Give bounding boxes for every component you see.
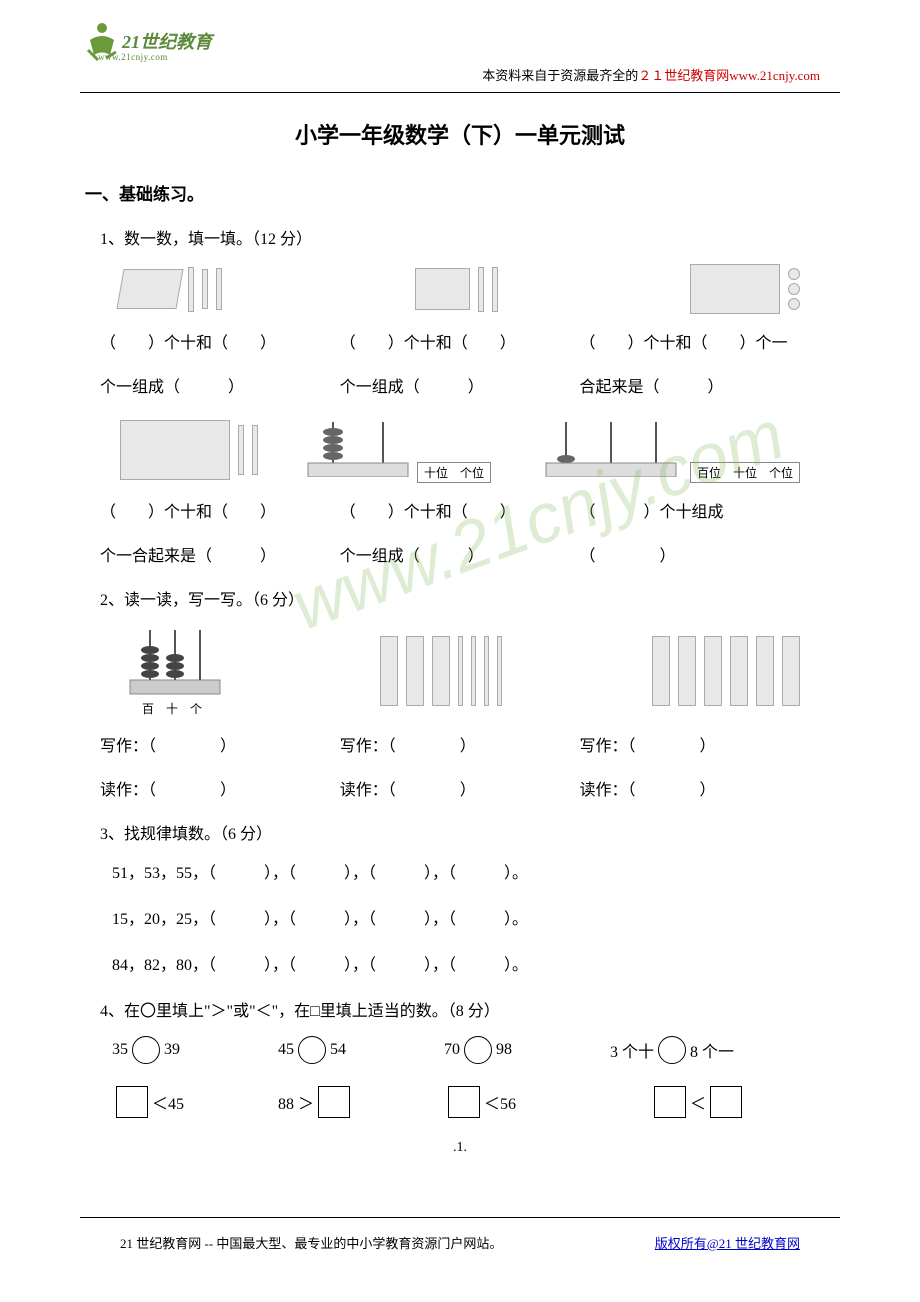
q1-text-row-3: （ ）个十和（ ） （ ）个十和（ ） （ ）个十组成 xyxy=(100,498,820,522)
square-blank xyxy=(448,1086,480,1118)
content: 小学一年级数学（下）一单元测试 一、基础练习。 1、数一数，填一填。（12 分）… xyxy=(0,93,920,1156)
q4-r1-p4a: 3 个十 xyxy=(610,1038,654,1062)
q1-img-1b xyxy=(415,264,498,314)
footer-link[interactable]: 版权所有@21 世纪教育网 xyxy=(655,1233,800,1252)
q2-img-c xyxy=(652,625,800,717)
q2-img-a: 百 十 个 xyxy=(120,625,230,717)
q1-img-row-2: 十位 个位 百位 十位 个位 xyxy=(100,417,820,483)
q4-row-2: ＜45 88 ＞ ＜56 ＜ xyxy=(100,1086,820,1118)
q2-read-a: 读作：（ ） xyxy=(100,776,340,800)
circle-blank xyxy=(132,1036,160,1064)
q1-text-row-2: 个一组成（ ） 个一组成（ ） 合起来是（ ） xyxy=(100,373,820,397)
abacus-label-1: 十位 个位 xyxy=(417,462,491,483)
square-blank xyxy=(116,1086,148,1118)
q2-read-row: 读作：（ ） 读作：（ ） 读作：（ ） xyxy=(100,776,820,800)
q4-r1-p2b: 54 xyxy=(330,1041,346,1059)
q4-r2-p4mid: ＜ xyxy=(690,1090,706,1114)
q1-r4-b: 个一组成（ ） xyxy=(340,542,580,566)
q2-img-b xyxy=(380,625,502,717)
source-brand: ２１世纪教育网 xyxy=(638,68,729,83)
q2-read-c: 读作：（ ） xyxy=(580,776,820,800)
q4-r2-p1: ＜45 xyxy=(152,1090,184,1114)
q1-prompt: 1、数一数，填一填。（12 分） xyxy=(100,225,820,249)
q2-write-c: 写作：（ ） xyxy=(580,732,820,756)
abacus-label-2: 百位 十位 个位 xyxy=(690,462,800,483)
q1-r4-a: 个一合起来是（ ） xyxy=(100,542,340,566)
q1-r3-a: （ ）个十和（ ） xyxy=(100,498,340,522)
q1-img-2b: 十位 个位 xyxy=(303,417,491,483)
q4-prompt: 4、在〇里填上"＞"或"＜"，在□里填上适当的数。（8 分） xyxy=(100,997,820,1021)
q2-read-b: 读作：（ ） xyxy=(340,776,580,800)
square-blank xyxy=(710,1086,742,1118)
q1-img-2c: 百位 十位 个位 xyxy=(536,417,800,483)
abacus-icon-2 xyxy=(536,417,686,477)
q1-r2-c: 合起来是（ ） xyxy=(580,373,820,397)
q4-r1-p1b: 39 xyxy=(164,1041,180,1059)
q2-write-row: 写作：（ ） 写作：（ ） 写作：（ ） xyxy=(100,732,820,756)
circle-blank xyxy=(658,1036,686,1064)
q4-r1-p4b: 8 个一 xyxy=(690,1038,734,1062)
logo-brand: 21世纪教育 xyxy=(122,28,212,54)
page-title: 小学一年级数学（下）一单元测试 xyxy=(100,118,820,150)
q4-r2-p2a: 88 ＞ xyxy=(278,1090,314,1114)
divider-bottom xyxy=(80,1217,840,1218)
q1-r2-a: 个一组成（ ） xyxy=(100,373,340,397)
section-heading: 一、基础练习。 xyxy=(85,180,820,205)
q1-r1-b: （ ）个十和（ ） xyxy=(340,329,580,353)
q4-r1-p3a: 70 xyxy=(444,1041,460,1059)
source-prefix: 本资料来自于资源最齐全的 xyxy=(482,68,638,83)
q1-text-row-1: （ ）个十和（ ） （ ）个十和（ ） （ ）个十和（ ）个一 xyxy=(100,329,820,353)
q2-img-row: 百 十 个 xyxy=(100,625,820,717)
q4-r2-p3: ＜56 xyxy=(484,1090,516,1114)
footer-left: 21 世纪教育网 -- 中国最大型、最专业的中小学教育资源门户网站。 xyxy=(120,1233,502,1252)
q4-r1-p2a: 45 xyxy=(278,1041,294,1059)
source-site: www.21cnjy.com xyxy=(729,68,820,83)
circle-blank xyxy=(298,1036,326,1064)
q1-r3-b: （ ）个十和（ ） xyxy=(340,498,580,522)
q4-row-1: 35 39 45 54 70 98 3 个十 8 个一 xyxy=(100,1036,820,1064)
abacus-icon-3 xyxy=(120,625,230,695)
q3-line-1: 51，53，55，（ ），（ ），（ ），（ ）。 xyxy=(100,859,820,883)
abacus-label-3: 百 十 个 xyxy=(120,700,230,717)
square-blank xyxy=(654,1086,686,1118)
q3-line-3: 84，82，80，（ ），（ ），（ ），（ ）。 xyxy=(100,951,820,975)
q4-r1-p1a: 35 xyxy=(112,1041,128,1059)
q1-r3-c: （ ）个十组成 xyxy=(580,498,820,522)
q3-line-2: 15，20，25，（ ），（ ），（ ），（ ）。 xyxy=(100,905,820,929)
abacus-icon-1 xyxy=(303,417,413,477)
q1-img-1c xyxy=(690,264,800,314)
q1-text-row-4: 个一合起来是（ ） 个一组成（ ） （ ） xyxy=(100,542,820,566)
q1-r1-a: （ ）个十和（ ） xyxy=(100,329,340,353)
page-number: .1. xyxy=(100,1140,820,1156)
q1-img-1a xyxy=(120,264,222,314)
q3-prompt: 3、找规律填数。（6 分） xyxy=(100,820,820,844)
q2-prompt: 2、读一读，写一写。（6 分） xyxy=(100,586,820,610)
circle-blank xyxy=(464,1036,492,1064)
footer: 21 世纪教育网 -- 中国最大型、最专业的中小学教育资源门户网站。 版权所有@… xyxy=(80,1217,840,1252)
square-blank xyxy=(318,1086,350,1118)
logo: 21世纪教育 www.21cnjy.com xyxy=(80,20,220,70)
q2-write-a: 写作：（ ） xyxy=(100,732,340,756)
q2-write-b: 写作：（ ） xyxy=(340,732,580,756)
q4-r1-p3b: 98 xyxy=(496,1041,512,1059)
q1-r4-c: （ ） xyxy=(580,542,820,566)
q1-r1-c: （ ）个十和（ ）个一 xyxy=(580,329,820,353)
q1-img-row-1 xyxy=(100,264,820,314)
q1-img-2a xyxy=(120,417,258,483)
logo-url: www.21cnjy.com xyxy=(98,52,168,62)
q1-r2-b: 个一组成（ ） xyxy=(340,373,580,397)
